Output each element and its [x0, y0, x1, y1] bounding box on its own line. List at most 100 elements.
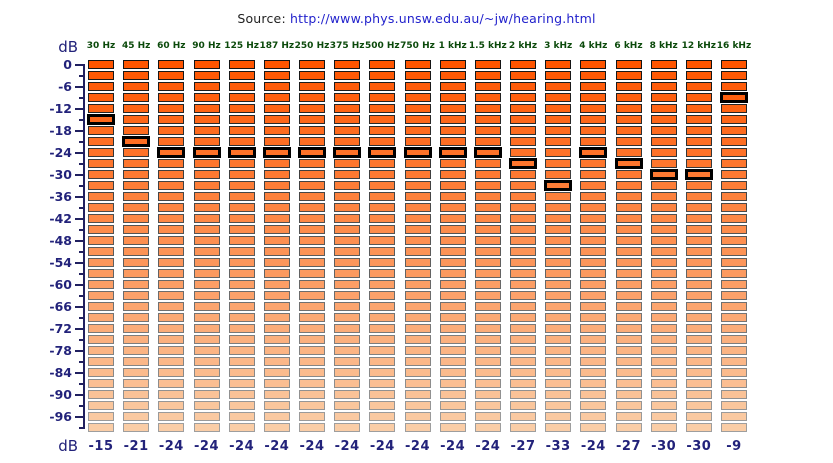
- level-segment[interactable]: [299, 368, 325, 377]
- level-segment[interactable]: [440, 302, 466, 311]
- level-segment[interactable]: [194, 313, 220, 322]
- level-segment[interactable]: [510, 368, 536, 377]
- level-segment[interactable]: [405, 93, 431, 102]
- level-segment[interactable]: [158, 302, 184, 311]
- level-segment[interactable]: [616, 225, 642, 234]
- level-segment[interactable]: [510, 324, 536, 333]
- level-segment[interactable]: [580, 247, 606, 256]
- level-segment[interactable]: [686, 148, 712, 157]
- level-segment[interactable]: [440, 335, 466, 344]
- level-segment[interactable]: [264, 104, 290, 113]
- level-segment[interactable]: [510, 302, 536, 311]
- level-segment[interactable]: [580, 236, 606, 245]
- level-segment[interactable]: [88, 390, 114, 399]
- level-segment[interactable]: [651, 412, 677, 421]
- level-segment[interactable]: [299, 335, 325, 344]
- level-segment[interactable]: [686, 258, 712, 267]
- level-segment[interactable]: [158, 390, 184, 399]
- level-segment[interactable]: [580, 269, 606, 278]
- level-segment[interactable]: [158, 324, 184, 333]
- level-segment[interactable]: [440, 247, 466, 256]
- level-segment[interactable]: [686, 346, 712, 355]
- level-segment[interactable]: [194, 115, 220, 124]
- level-segment[interactable]: [721, 192, 747, 201]
- level-segment[interactable]: [405, 302, 431, 311]
- level-segment[interactable]: [721, 170, 747, 179]
- level-segment[interactable]: [405, 137, 431, 146]
- level-segment[interactable]: [405, 291, 431, 300]
- level-segment[interactable]: [440, 280, 466, 289]
- level-segment[interactable]: [194, 357, 220, 366]
- level-segment[interactable]: [721, 269, 747, 278]
- level-segment[interactable]: [405, 71, 431, 80]
- level-segment[interactable]: [158, 214, 184, 223]
- level-segment[interactable]: [194, 170, 220, 179]
- level-segment[interactable]: [369, 115, 395, 124]
- level-segment[interactable]: [369, 357, 395, 366]
- level-segment[interactable]: [651, 137, 677, 146]
- level-segment[interactable]: [194, 335, 220, 344]
- level-segment[interactable]: [405, 115, 431, 124]
- selected-level-segment[interactable]: [509, 158, 537, 169]
- level-segment[interactable]: [510, 181, 536, 190]
- level-segment[interactable]: [545, 203, 571, 212]
- level-segment[interactable]: [545, 412, 571, 421]
- level-segment[interactable]: [123, 170, 149, 179]
- level-segment[interactable]: [194, 258, 220, 267]
- level-segment[interactable]: [158, 291, 184, 300]
- level-segment[interactable]: [686, 82, 712, 91]
- level-segment[interactable]: [545, 324, 571, 333]
- level-segment[interactable]: [545, 236, 571, 245]
- level-segment[interactable]: [369, 346, 395, 355]
- level-segment[interactable]: [299, 379, 325, 388]
- selected-level-segment[interactable]: [685, 169, 713, 180]
- level-segment[interactable]: [440, 412, 466, 421]
- level-segment[interactable]: [545, 159, 571, 168]
- level-segment[interactable]: [229, 137, 255, 146]
- level-segment[interactable]: [475, 126, 501, 135]
- level-segment[interactable]: [510, 104, 536, 113]
- level-segment[interactable]: [123, 379, 149, 388]
- level-segment[interactable]: [229, 269, 255, 278]
- level-segment[interactable]: [440, 236, 466, 245]
- level-segment[interactable]: [721, 214, 747, 223]
- level-segment[interactable]: [123, 203, 149, 212]
- level-segment[interactable]: [88, 269, 114, 278]
- level-segment[interactable]: [123, 236, 149, 245]
- level-segment[interactable]: [545, 93, 571, 102]
- level-segment[interactable]: [264, 82, 290, 91]
- level-segment[interactable]: [334, 93, 360, 102]
- level-segment[interactable]: [686, 291, 712, 300]
- level-segment[interactable]: [299, 115, 325, 124]
- level-segment[interactable]: [88, 126, 114, 135]
- level-segment[interactable]: [440, 203, 466, 212]
- level-segment[interactable]: [158, 423, 184, 432]
- level-segment[interactable]: [299, 258, 325, 267]
- level-segment[interactable]: [440, 82, 466, 91]
- level-segment[interactable]: [264, 423, 290, 432]
- level-segment[interactable]: [510, 93, 536, 102]
- level-segment[interactable]: [158, 93, 184, 102]
- level-segment[interactable]: [299, 313, 325, 322]
- level-segment[interactable]: [651, 181, 677, 190]
- level-segment[interactable]: [440, 126, 466, 135]
- level-segment[interactable]: [545, 335, 571, 344]
- level-segment[interactable]: [440, 324, 466, 333]
- level-segment[interactable]: [651, 269, 677, 278]
- level-segment[interactable]: [264, 60, 290, 69]
- level-segment[interactable]: [405, 104, 431, 113]
- level-segment[interactable]: [475, 214, 501, 223]
- level-segment[interactable]: [405, 214, 431, 223]
- level-segment[interactable]: [580, 280, 606, 289]
- level-segment[interactable]: [616, 126, 642, 135]
- level-segment[interactable]: [721, 324, 747, 333]
- level-segment[interactable]: [88, 258, 114, 267]
- level-segment[interactable]: [299, 247, 325, 256]
- level-segment[interactable]: [686, 368, 712, 377]
- level-segment[interactable]: [475, 225, 501, 234]
- level-segment[interactable]: [686, 335, 712, 344]
- level-segment[interactable]: [440, 60, 466, 69]
- level-segment[interactable]: [545, 104, 571, 113]
- selected-level-segment[interactable]: [474, 147, 502, 158]
- level-segment[interactable]: [721, 368, 747, 377]
